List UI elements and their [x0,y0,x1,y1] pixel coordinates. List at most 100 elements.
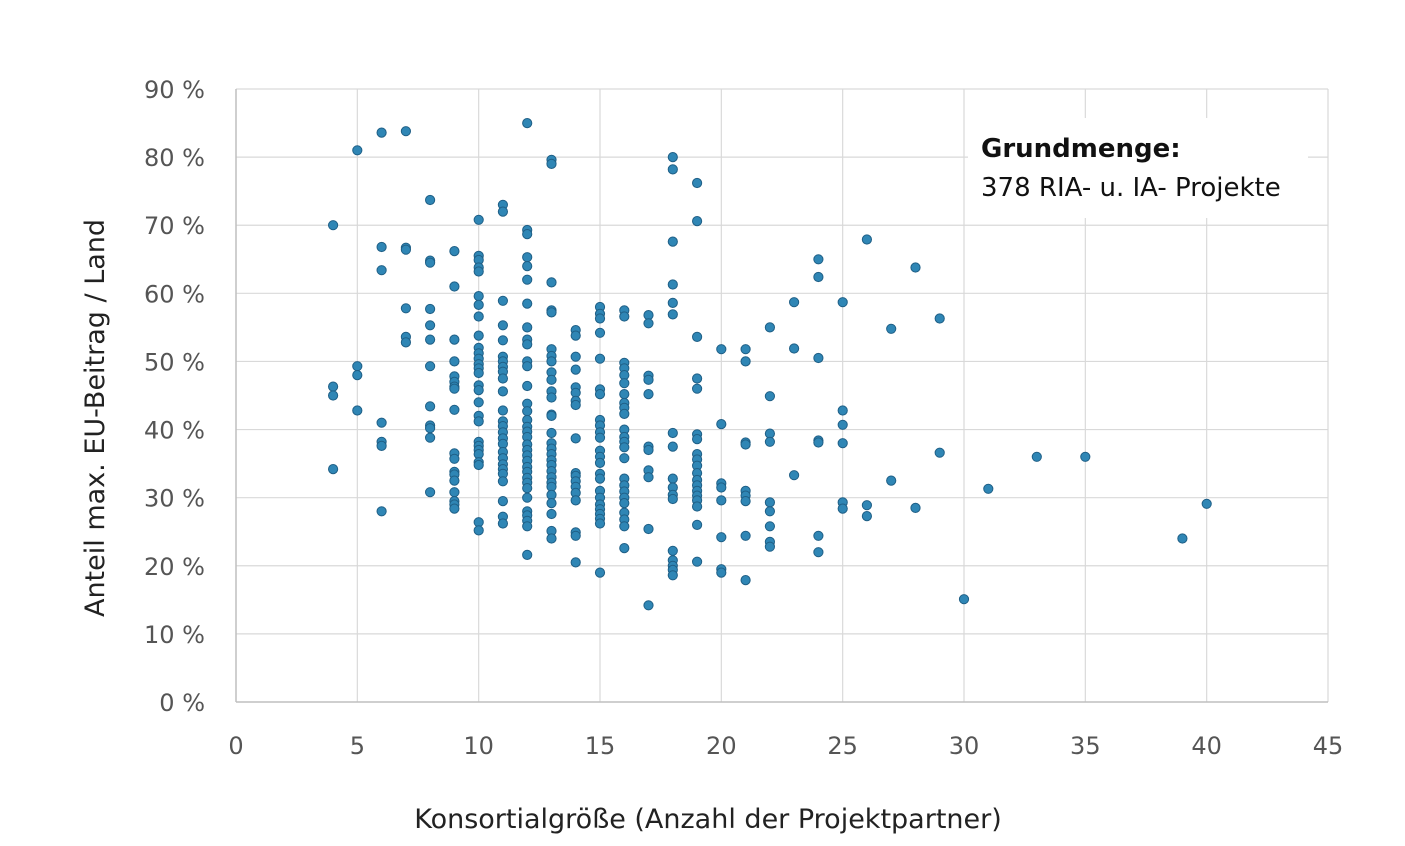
scatter-point [983,483,994,494]
scatter-point [886,475,897,486]
scatter-point [546,508,557,520]
scatter-point [546,277,557,288]
y-tick-label: 30 % [144,485,205,513]
scatter-point [352,370,363,381]
scatter-point [449,503,460,514]
scatter-point [400,126,411,137]
scatter-point [522,252,533,263]
scatter-point [594,473,606,484]
scatter-point [522,298,533,309]
scatter-point [643,318,654,329]
scatter-point [667,545,678,556]
scatter-point [813,271,824,283]
scatter-point [716,567,727,578]
scatter-point [400,303,411,314]
scatter-point [1031,451,1042,462]
scatter-point [594,389,606,400]
scatter-point [400,337,411,348]
x-tick-label: 35 [1070,732,1101,760]
scatter-point [667,279,678,290]
scatter-point [910,262,921,273]
scatter-point [619,311,630,322]
scatter-point [619,442,630,453]
scatter-point [643,472,654,483]
scatter-point [594,432,606,443]
scatter-point [522,322,533,333]
scatter-point [473,397,484,408]
scatter-point [522,274,533,285]
scatter-point [376,241,387,253]
x-tick-label: 0 [228,732,243,760]
scatter-point [497,295,508,306]
scatter-point [643,374,654,385]
scatter-point [764,521,776,532]
scatter-point [667,427,678,439]
scatter-point [692,556,703,567]
scatter-point [522,261,533,272]
scatter-point [667,152,678,163]
scatter-point [886,323,897,334]
scatter-point [425,487,436,498]
scatter-point [643,389,654,400]
y-tick-label: 40 % [144,417,205,445]
scatter-point [667,441,678,452]
scatter-point [425,361,436,372]
scatter-point [473,214,484,225]
scatter-point [425,334,436,345]
scatter-point [376,440,387,451]
scatter-point [643,444,654,456]
scatter-point [692,434,703,445]
scatter-point [328,220,339,231]
scatter-point [594,313,606,324]
scatter-point [813,437,824,448]
annotation-box [968,118,1308,218]
scatter-point [546,158,557,169]
x-tick-label: 15 [585,732,616,760]
scatter-point [837,405,848,416]
y-tick-label: 50 % [144,348,205,376]
scatter-point [546,410,557,421]
scatter-point [764,391,776,402]
scatter-point [764,322,776,333]
scatter-point [740,439,751,450]
scatter-point [425,194,436,206]
scatter-point [425,423,436,434]
scatter-point [667,493,678,505]
scatter-point [449,383,460,394]
x-tick-label: 30 [949,732,980,760]
scatter-point [1177,533,1188,544]
scatter-point [546,307,557,318]
scatter-point [667,164,678,175]
scatter-point [497,405,508,416]
scatter-point [1201,498,1212,509]
scatter-point [692,216,703,227]
scatter-point [473,299,484,310]
scatter-point [546,392,557,403]
scatter-point [594,457,606,468]
scatter-point [546,356,557,367]
scatter-point [1080,451,1091,462]
scatter-point [352,361,363,372]
scatter-point [619,378,630,389]
scatter-point [740,530,751,541]
scatter-point [716,419,727,430]
scatter-point [522,406,533,417]
scatter-point [449,356,460,367]
scatter-point [497,476,508,487]
scatter-point [861,500,873,511]
x-tick-label: 20 [706,732,737,760]
data-points [328,118,1212,611]
scatter-point [473,385,484,396]
y-tick-label: 80 % [144,144,205,172]
scatter-point [740,344,751,355]
tick-labels: 0 % 10 % 20 % 30 % 40 % 50 % 60 % 70 % 80 % 90 % 0… [144,76,1343,760]
scatter-point [449,475,460,486]
scatter-point [837,438,848,449]
y-tick-label: 70 % [144,212,205,240]
scatter-point [813,352,824,364]
scatter-point [692,501,703,512]
scatter-point [667,297,678,308]
scatter-point [546,427,557,439]
